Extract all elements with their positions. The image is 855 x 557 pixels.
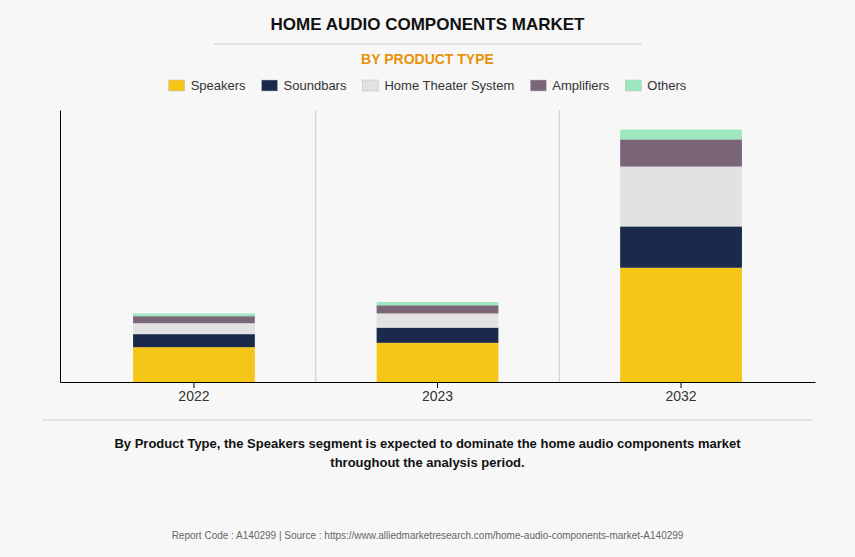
separators bbox=[316, 110, 560, 382]
annotation-line: By Product Type, the Speakers segment is… bbox=[114, 436, 741, 451]
legend-item: Others bbox=[625, 78, 687, 93]
separator bbox=[559, 110, 560, 382]
legend-swatch bbox=[169, 80, 185, 91]
bar bbox=[133, 334, 255, 347]
plot: 2022 2023 2032 bbox=[61, 110, 816, 404]
legend-swatch bbox=[362, 80, 378, 91]
legend-label: Home Theater System bbox=[384, 78, 514, 93]
legend-item: Soundbars bbox=[262, 78, 347, 93]
legend: Speakers Soundbars Home Theater System Ampl… bbox=[169, 78, 687, 93]
bar bbox=[620, 139, 742, 166]
legend-item: Amplifiers bbox=[530, 78, 610, 93]
bar bbox=[377, 313, 499, 327]
legend-swatch bbox=[530, 80, 546, 91]
x-tick: 2032 bbox=[665, 382, 696, 404]
bar bbox=[620, 268, 742, 382]
chart: HOME AUDIO COMPONENTS MARKET BY PRODUCT T… bbox=[0, 0, 855, 557]
bar bbox=[620, 226, 742, 267]
bars bbox=[133, 130, 742, 382]
divider bbox=[43, 420, 813, 421]
legend-label: Speakers bbox=[191, 78, 246, 93]
bar bbox=[133, 323, 255, 334]
legend-swatch bbox=[262, 80, 278, 91]
legend-item: Speakers bbox=[169, 78, 246, 93]
x-tick: 2023 bbox=[422, 382, 453, 404]
subtitle: BY PRODUCT TYPE bbox=[361, 51, 494, 67]
bar bbox=[377, 343, 499, 382]
legend-label: Others bbox=[647, 78, 687, 93]
background bbox=[0, 0, 855, 557]
series bbox=[133, 130, 742, 317]
x-tick-label: 2023 bbox=[422, 388, 453, 404]
bar bbox=[133, 316, 255, 323]
annotation-line: throughout the analysis period. bbox=[330, 455, 524, 470]
title: HOME AUDIO COMPONENTS MARKET bbox=[271, 15, 585, 34]
series bbox=[133, 268, 742, 382]
bar bbox=[377, 305, 499, 313]
series bbox=[133, 167, 742, 335]
bar bbox=[620, 130, 742, 140]
x-tick: 2022 bbox=[178, 382, 209, 404]
divider bbox=[214, 44, 642, 45]
footer: Report Code : A140299 | Source : https:/… bbox=[172, 530, 684, 541]
separator bbox=[315, 110, 316, 382]
bar bbox=[620, 167, 742, 227]
x-tick-label: 2032 bbox=[665, 388, 696, 404]
bar bbox=[377, 328, 499, 343]
y-axis bbox=[60, 111, 61, 383]
bar bbox=[377, 302, 499, 305]
x-tick-label: 2022 bbox=[178, 388, 209, 404]
series bbox=[133, 226, 742, 347]
legend-swatch bbox=[625, 80, 641, 91]
bar bbox=[133, 313, 255, 316]
annotation: By Product Type, the Speakers segment is… bbox=[114, 436, 741, 470]
y-axis-line bbox=[60, 111, 61, 383]
legend-label: Soundbars bbox=[284, 78, 347, 93]
bar bbox=[133, 347, 255, 382]
legend-label: Amplifiers bbox=[552, 78, 610, 93]
legend-item: Home Theater System bbox=[362, 78, 514, 93]
x-axis: 2022 2023 2032 bbox=[61, 382, 816, 404]
series bbox=[133, 139, 742, 323]
